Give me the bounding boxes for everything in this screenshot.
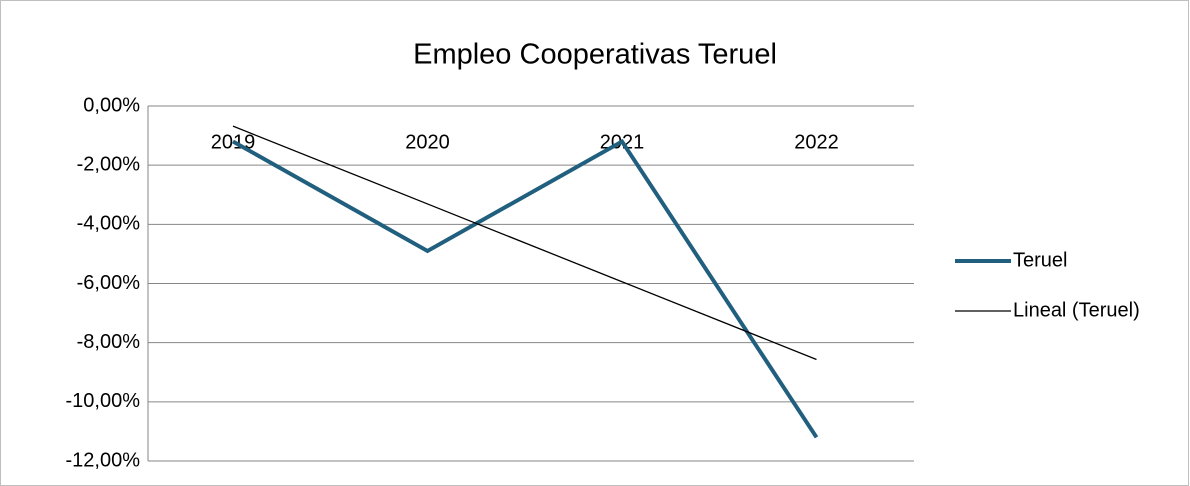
x-tick-label: 2022 [794, 131, 839, 153]
y-tick-label: 0,00% [83, 94, 140, 116]
y-tick-label: -10,00% [66, 390, 141, 412]
y-tick-label: -12,00% [66, 449, 141, 471]
y-tick-label: -2,00% [77, 153, 141, 175]
trend-line [232, 125, 817, 361]
y-tick-label: -8,00% [77, 331, 141, 353]
legend-label: Lineal (Teruel) [1013, 299, 1140, 321]
y-tick-label: -4,00% [77, 213, 141, 235]
chart-title: Empleo Cooperativas Teruel [413, 39, 777, 71]
data-line [232, 138, 819, 439]
legend-label: Teruel [1013, 249, 1067, 271]
y-tick-label: -6,00% [77, 272, 141, 294]
x-tick-label: 2020 [405, 131, 450, 153]
